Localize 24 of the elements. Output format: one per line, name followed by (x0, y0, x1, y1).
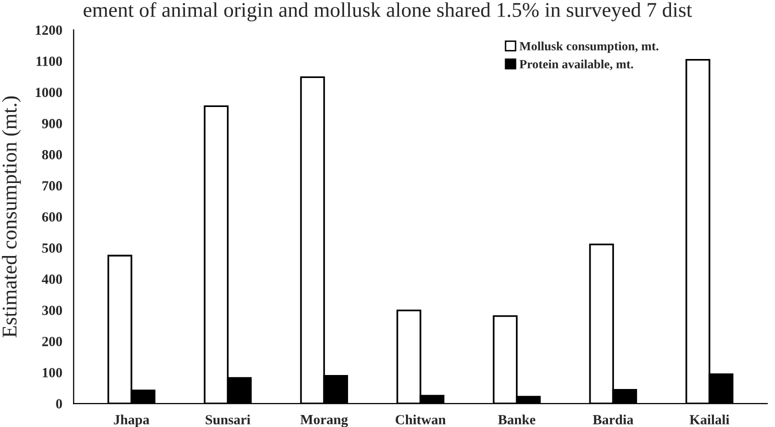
y-tick-label: 200 (42, 336, 62, 346)
y-tick-label: 900 (42, 118, 62, 128)
y-tick-label: 800 (42, 150, 62, 160)
y-tick-label: 0 (56, 399, 62, 408)
y-tick-label: 100 (42, 368, 62, 378)
y-tick-label: 1200 (36, 25, 62, 35)
y-tick-label: 400 (42, 274, 62, 284)
y-tick-label: 1100 (36, 56, 62, 66)
x-tick-label: Chitwan (396, 414, 446, 424)
x-tick-label: Sunsari (206, 414, 250, 424)
y-tick-label: 700 (42, 181, 62, 191)
x-tick-label: Kailali (690, 414, 730, 424)
x-tick-label: Banke (498, 414, 536, 424)
x-tick-label: Jhapa (114, 414, 150, 427)
x-tick-label: Morang (300, 415, 348, 427)
y-tick-label: 500 (42, 243, 62, 253)
y-axis-title: Estimated consumption (mt.) (2, 96, 21, 338)
legend-label: Protein available, mt. (520, 60, 634, 70)
y-tick-label: 1000 (36, 88, 62, 98)
x-tick-label: Bardia (592, 414, 634, 424)
y-tick-label: 300 (42, 306, 62, 316)
text: ement of animal origin and mollusk alone shared 1.5% in surveyed 7 dist (84, 2, 692, 22)
y-tick-label: 600 (42, 212, 62, 222)
legend-label: Mollusk consumption, mt. (520, 42, 658, 53)
